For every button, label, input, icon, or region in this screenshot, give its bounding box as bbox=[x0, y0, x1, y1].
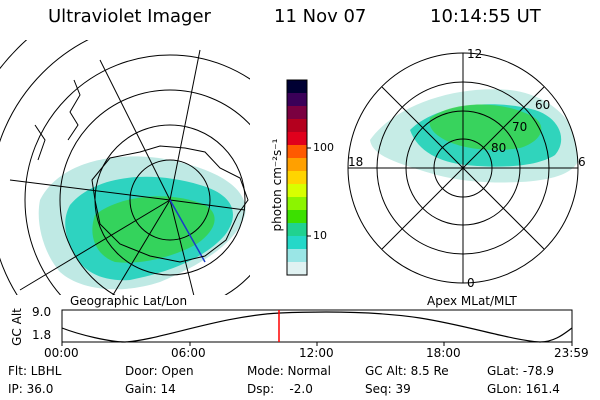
colorbar-segment bbox=[287, 184, 307, 198]
colorbar-segment bbox=[287, 262, 307, 276]
lat-label-70: 70 bbox=[512, 120, 528, 134]
info-seq: Seq: 39 bbox=[365, 382, 411, 396]
antarctica-outline bbox=[91, 145, 249, 263]
colorbar-segment bbox=[287, 249, 307, 263]
colorbar-tick-10: 10 bbox=[313, 229, 327, 242]
colorbar-segment bbox=[287, 80, 307, 94]
timeline-xtick-2: 12:00 bbox=[299, 346, 334, 360]
info-glon: GLon: 161.4 bbox=[487, 382, 560, 396]
timeline-ytick-high: 9.0 bbox=[32, 305, 52, 319]
timeline-axis-label: GC Alt bbox=[10, 308, 24, 346]
timeline-xtick-1: 06:00 bbox=[171, 346, 206, 360]
colorbar-segment bbox=[287, 132, 307, 146]
polar-plot bbox=[347, 52, 579, 284]
timeline-xtick-4: 23:59 bbox=[554, 346, 589, 360]
new-zealand-outline bbox=[34, 79, 81, 161]
colorbar bbox=[286, 79, 311, 276]
colorbar-segment bbox=[287, 145, 307, 159]
timeline bbox=[61, 309, 573, 346]
colorbar-segment bbox=[287, 236, 307, 250]
colorbar-segment bbox=[287, 93, 307, 107]
colorbar-segment bbox=[287, 171, 307, 185]
altitude-curve bbox=[61, 311, 573, 343]
lat-label-80: 80 bbox=[491, 141, 507, 155]
info-dsp: Dsp: -2.0 bbox=[247, 382, 313, 396]
info-mode: Mode: Normal bbox=[247, 364, 331, 378]
info-flt: Flt: LBHL bbox=[8, 364, 62, 378]
mlt-label-6: 6 bbox=[578, 155, 586, 169]
timeline-xtick-3: 18:00 bbox=[426, 346, 461, 360]
timeline-ytick-low: 1.8 bbox=[32, 328, 52, 342]
geographic-map bbox=[0, 40, 250, 295]
colorbar-segment bbox=[287, 210, 307, 224]
colorbar-segment bbox=[287, 223, 307, 237]
colorbar-tick-100: 100 bbox=[313, 141, 334, 154]
mlt-label-18: 18 bbox=[348, 155, 364, 169]
colorbar-frame bbox=[286, 79, 308, 276]
info-door: Door: Open bbox=[125, 364, 194, 378]
mlt-label-0: 0 bbox=[467, 276, 475, 290]
info-ip: IP: 36.0 bbox=[8, 382, 54, 396]
time-label: 10:14:55 UT bbox=[430, 6, 541, 27]
colorbar-segment bbox=[287, 119, 307, 133]
polar-label: Apex MLat/MLT bbox=[427, 294, 517, 308]
polar-aurora-core bbox=[429, 104, 542, 150]
info-gc-alt: GC Alt: 8.5 Re bbox=[365, 364, 449, 378]
lat-label-60: 60 bbox=[535, 98, 551, 112]
geo-aurora-core bbox=[92, 196, 215, 263]
info-gain: Gain: 14 bbox=[125, 382, 176, 396]
colorbar-segment bbox=[287, 158, 307, 172]
date-label: 11 Nov 07 bbox=[274, 6, 367, 27]
colorbar-segment bbox=[287, 106, 307, 120]
instrument-title: Ultraviolet Imager bbox=[48, 6, 211, 27]
colorbar-segment bbox=[287, 197, 307, 211]
timeline-xtick-0: 00:00 bbox=[44, 346, 79, 360]
mlt-label-12: 12 bbox=[467, 47, 483, 61]
info-glat: GLat: -78.9 bbox=[487, 364, 554, 378]
geo-map-label: Geographic Lat/Lon bbox=[70, 294, 188, 308]
colorbar-unit-label: photon cm⁻²s⁻¹ bbox=[270, 138, 284, 232]
